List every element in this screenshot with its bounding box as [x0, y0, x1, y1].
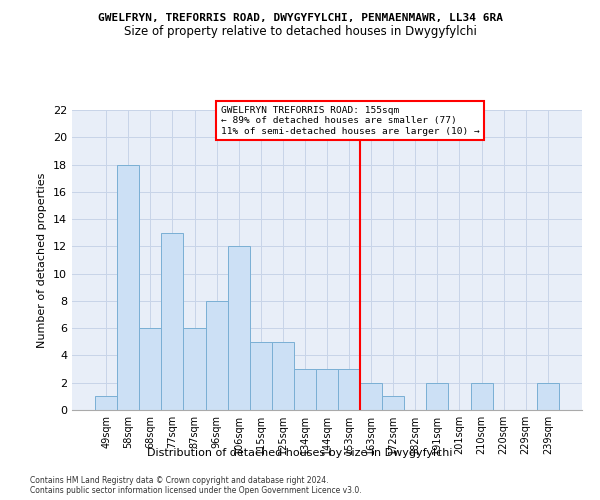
- Text: Size of property relative to detached houses in Dwygyfylchi: Size of property relative to detached ho…: [124, 25, 476, 38]
- Text: Contains public sector information licensed under the Open Government Licence v3: Contains public sector information licen…: [30, 486, 362, 495]
- Bar: [139, 328, 161, 410]
- Bar: [206, 301, 227, 410]
- Bar: [95, 396, 117, 410]
- Bar: [227, 246, 250, 410]
- Bar: [117, 164, 139, 410]
- Text: Contains HM Land Registry data © Crown copyright and database right 2024.: Contains HM Land Registry data © Crown c…: [30, 476, 329, 485]
- Text: Distribution of detached houses by size in Dwygyfylchi: Distribution of detached houses by size …: [147, 448, 453, 458]
- Bar: [184, 328, 206, 410]
- Bar: [316, 369, 338, 410]
- Bar: [338, 369, 360, 410]
- Text: GWELFRYN, TREFORRIS ROAD, DWYGYFYLCHI, PENMAENMAWR, LL34 6RA: GWELFRYN, TREFORRIS ROAD, DWYGYFYLCHI, P…: [97, 12, 503, 22]
- Bar: [272, 342, 294, 410]
- Y-axis label: Number of detached properties: Number of detached properties: [37, 172, 47, 348]
- Bar: [250, 342, 272, 410]
- Bar: [161, 232, 184, 410]
- Bar: [360, 382, 382, 410]
- Text: GWELFRYN TREFORRIS ROAD: 155sqm
← 89% of detached houses are smaller (77)
11% of: GWELFRYN TREFORRIS ROAD: 155sqm ← 89% of…: [221, 106, 480, 136]
- Bar: [537, 382, 559, 410]
- Bar: [294, 369, 316, 410]
- Bar: [427, 382, 448, 410]
- Bar: [470, 382, 493, 410]
- Bar: [382, 396, 404, 410]
